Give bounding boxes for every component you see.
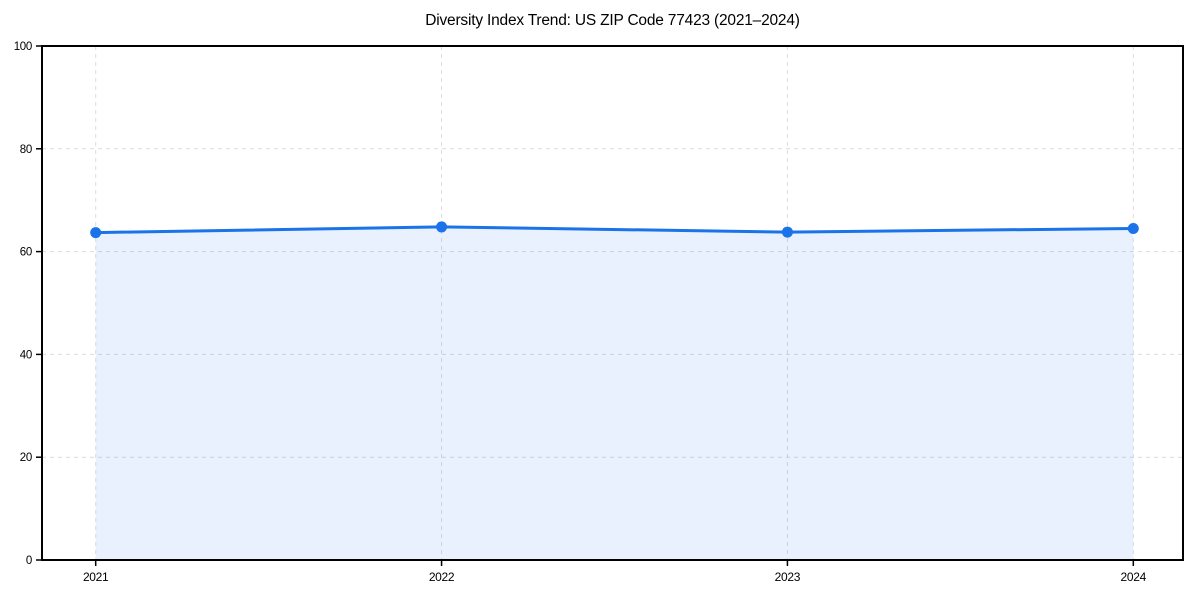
x-tick-label: 2023 xyxy=(775,570,801,584)
x-tick-label: 2024 xyxy=(1121,570,1147,584)
data-point xyxy=(781,226,793,238)
plot-border xyxy=(41,45,1184,561)
area-fill xyxy=(95,226,1134,561)
chart-title: Diversity Index Trend: US ZIP Code 77423… xyxy=(425,12,800,29)
y-tick-label: 60 xyxy=(20,247,32,259)
y-tick-label: 80 xyxy=(20,144,32,156)
trend-line xyxy=(94,225,1135,235)
data-point xyxy=(1127,222,1139,234)
x-tick-label: 2021 xyxy=(83,570,109,584)
x-tick-label: 2022 xyxy=(429,570,455,584)
y-tick-label: 0 xyxy=(26,555,32,567)
y-tick-label: 40 xyxy=(20,349,32,361)
y-tick-label: 20 xyxy=(20,452,32,464)
y-tick-label: 100 xyxy=(14,41,32,53)
data-point xyxy=(90,227,102,239)
data-point xyxy=(436,221,448,233)
